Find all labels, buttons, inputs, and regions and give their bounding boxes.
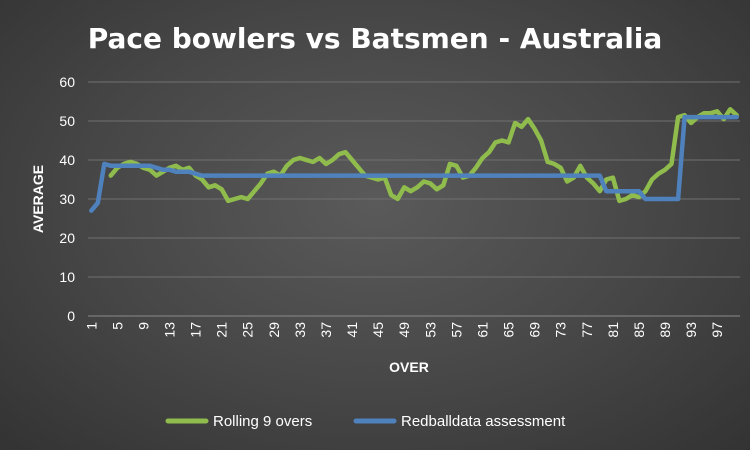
- series-line-1: [89, 114, 739, 213]
- x-tick-label: 69: [527, 322, 543, 338]
- y-tick-label: 60: [59, 74, 75, 90]
- legend-label: Redballdata assessment: [401, 413, 566, 430]
- x-tick-label: 37: [318, 322, 334, 338]
- x-tick-label: 21: [214, 322, 230, 338]
- y-tick-label: 0: [67, 308, 75, 324]
- y-tick-label: 10: [59, 269, 75, 285]
- y-tick-label: 50: [59, 113, 75, 129]
- x-axis-label: OVER: [389, 359, 429, 375]
- x-axis-ticks: 1 5 9 13 17 21 25 29 33 37 41 45 49 53 57 61 65 69 73 77 81 8…: [83, 322, 725, 338]
- x-tick-label: 45: [370, 322, 386, 338]
- x-tick-label: 73: [553, 322, 569, 338]
- x-tick-label: 9: [135, 322, 151, 330]
- x-tick-label: 81: [605, 322, 621, 338]
- x-tick-label: 65: [501, 322, 517, 338]
- x-tick-label: 13: [162, 322, 178, 338]
- x-tick-label: 33: [292, 322, 308, 338]
- x-tick-label: 25: [240, 322, 256, 338]
- legend: Rolling 9 overs Redballdata assessment: [165, 413, 566, 430]
- legend-label: Rolling 9 overs: [213, 413, 312, 430]
- x-tick-label: 93: [683, 322, 699, 338]
- gridlines: [88, 81, 740, 278]
- y-axis-label: AVERAGE: [30, 165, 46, 233]
- x-tick-label: 41: [344, 322, 360, 338]
- x-tick-label: 57: [448, 322, 464, 338]
- x-tick-label: 49: [396, 322, 412, 338]
- x-tick-label: 1: [83, 322, 99, 330]
- series: [89, 107, 739, 213]
- series-line-0: [108, 107, 739, 204]
- x-tick-label: 85: [631, 322, 647, 338]
- y-axis-ticks: 0 10 20 30 40 50 60: [59, 74, 75, 324]
- y-tick-label: 20: [59, 230, 75, 246]
- x-tick-label: 53: [422, 322, 438, 338]
- x-tick-label: 17: [188, 322, 204, 338]
- x-tick-label: 29: [266, 322, 282, 338]
- x-tick-label: 77: [579, 322, 595, 338]
- y-tick-label: 40: [59, 152, 75, 168]
- x-tick-label: 89: [657, 322, 673, 338]
- y-tick-label: 30: [59, 191, 75, 207]
- x-tick-label: 5: [109, 322, 125, 330]
- x-tick-label: 61: [474, 322, 490, 338]
- x-tick-label: 97: [709, 322, 725, 338]
- chart-title: Pace bowlers vs Batsmen - Australia: [88, 22, 663, 55]
